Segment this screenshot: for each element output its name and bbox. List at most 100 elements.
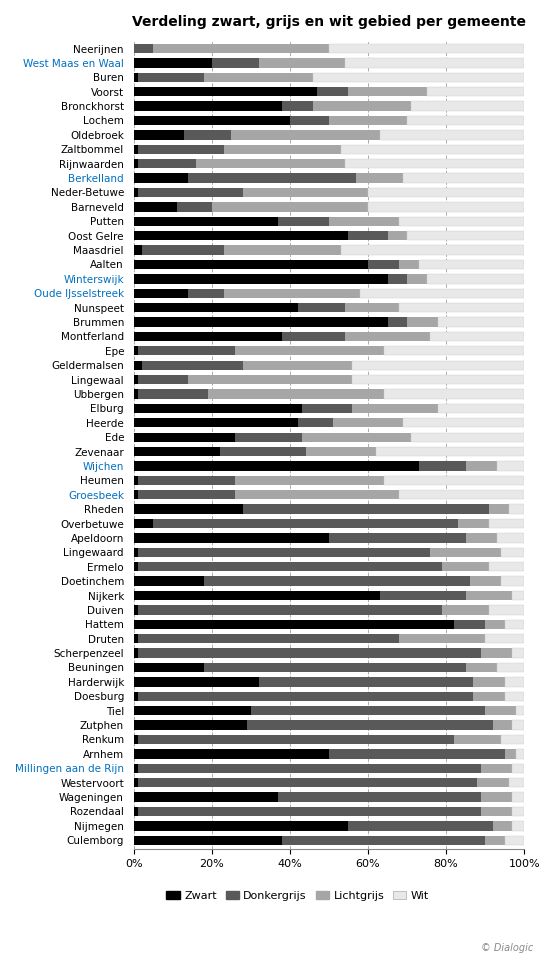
Bar [134, 317, 387, 327]
Bar [251, 706, 485, 715]
Bar [493, 721, 512, 729]
Bar [188, 375, 352, 384]
Bar [134, 576, 204, 586]
Bar [243, 187, 368, 197]
Bar [134, 116, 290, 125]
Bar [329, 750, 504, 758]
Bar [431, 548, 501, 557]
Bar [501, 576, 524, 586]
Bar [512, 764, 524, 773]
Bar [134, 231, 349, 240]
Bar [512, 821, 524, 831]
Bar [134, 403, 301, 413]
Bar [134, 721, 247, 729]
Bar [134, 130, 184, 140]
Bar [384, 346, 524, 356]
Bar [442, 605, 489, 615]
Bar [196, 159, 345, 168]
Bar [356, 173, 403, 183]
Bar [134, 360, 142, 370]
Bar [282, 332, 345, 341]
Bar [224, 144, 341, 154]
Bar [134, 432, 235, 442]
Bar [138, 807, 481, 816]
Bar [341, 246, 524, 254]
Bar [504, 750, 516, 758]
Bar [134, 619, 454, 629]
Bar [403, 418, 524, 427]
Bar [489, 505, 508, 513]
Bar [368, 202, 524, 211]
Bar [399, 303, 524, 313]
Bar [407, 231, 524, 240]
Bar [512, 721, 524, 729]
Bar [134, 418, 297, 427]
Bar [134, 217, 278, 226]
Bar [220, 446, 305, 456]
Bar [516, 706, 524, 715]
Bar [138, 159, 196, 168]
Bar [497, 663, 524, 672]
Bar [493, 821, 512, 831]
Bar [352, 375, 524, 384]
Bar [134, 101, 282, 111]
Bar [458, 519, 489, 529]
Bar [282, 101, 314, 111]
Bar [512, 807, 524, 816]
Bar [411, 432, 524, 442]
Bar [138, 648, 481, 658]
Bar [247, 721, 493, 729]
Bar [134, 490, 138, 499]
Text: © Dialogic: © Dialogic [481, 944, 533, 953]
Bar [138, 562, 442, 572]
Bar [387, 274, 407, 284]
Bar [134, 634, 138, 643]
Bar [329, 44, 524, 54]
Bar [134, 519, 153, 529]
Bar [235, 490, 399, 499]
Bar [134, 375, 138, 384]
Bar [497, 462, 524, 470]
Bar [419, 260, 524, 270]
Bar [368, 187, 524, 197]
Bar [352, 403, 438, 413]
Bar [504, 691, 524, 701]
Bar [243, 360, 352, 370]
Bar [134, 44, 153, 54]
Bar [470, 576, 501, 586]
Bar [138, 691, 473, 701]
Bar [138, 73, 204, 82]
Bar [438, 403, 524, 413]
Bar [345, 58, 524, 68]
Bar [481, 764, 512, 773]
Bar [485, 634, 524, 643]
Bar [134, 289, 188, 298]
Bar [512, 648, 524, 658]
Bar [134, 836, 282, 845]
Bar [380, 591, 466, 600]
Bar [473, 677, 504, 686]
Bar [134, 159, 138, 168]
Bar [134, 605, 138, 615]
Bar [208, 389, 384, 399]
Bar [138, 389, 208, 399]
Bar [305, 446, 376, 456]
Bar [329, 217, 399, 226]
Bar [301, 432, 411, 442]
Bar [134, 446, 220, 456]
Bar [329, 533, 466, 543]
Bar [134, 548, 138, 557]
Bar [134, 764, 138, 773]
Bar [504, 836, 524, 845]
Bar [142, 360, 243, 370]
Bar [176, 202, 212, 211]
Bar [134, 533, 329, 543]
Bar [282, 836, 485, 845]
Bar [419, 462, 466, 470]
Bar [399, 490, 524, 499]
Bar [516, 750, 524, 758]
Bar [212, 202, 368, 211]
Bar [345, 159, 524, 168]
Bar [134, 505, 243, 513]
Bar [138, 778, 477, 788]
